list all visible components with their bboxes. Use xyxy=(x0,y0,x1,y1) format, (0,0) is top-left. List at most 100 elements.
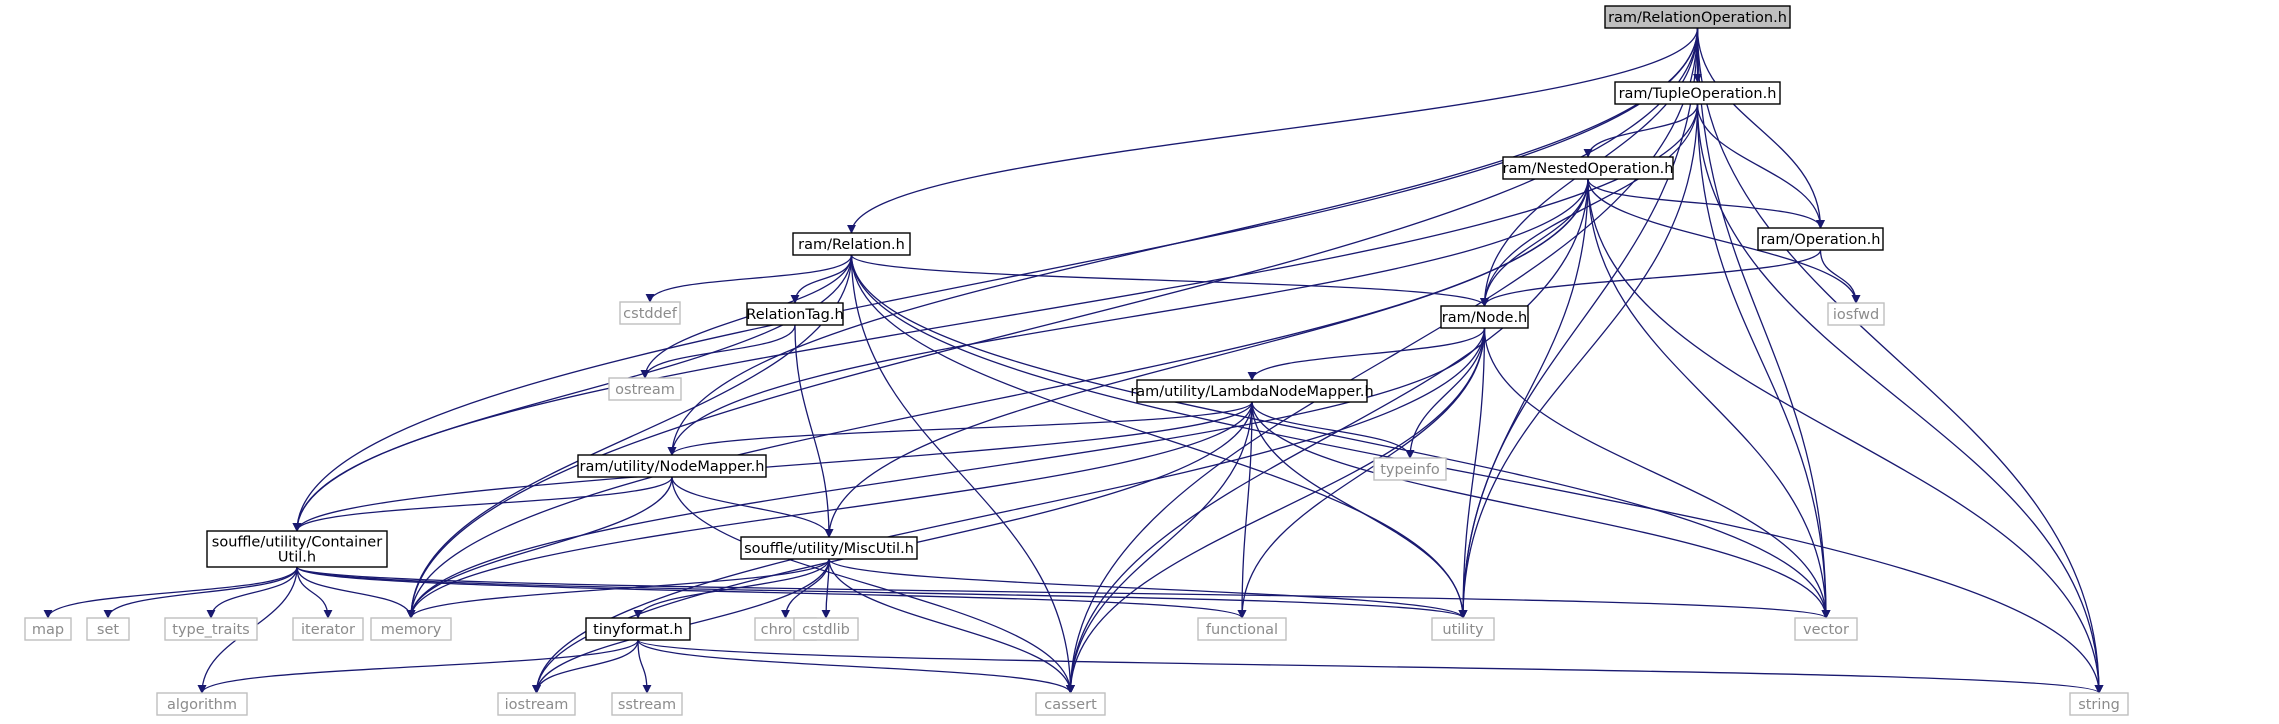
edge-relation-to-container xyxy=(292,254,853,532)
node-box-functional xyxy=(1197,617,1287,641)
edge-nestedop-to-memory xyxy=(406,178,1589,619)
edge-container-to-typetraits xyxy=(206,566,298,619)
edge-container-to-set xyxy=(103,566,298,619)
node-label-cstddef: cstddef xyxy=(623,306,678,322)
node-memory[interactable]: memory xyxy=(370,617,452,641)
edges-layer xyxy=(43,27,2104,694)
node-label-line-container-0: souffle/utility/Container xyxy=(212,535,382,551)
edge-nestedop-to-vector xyxy=(1587,178,1831,619)
edge-miscutil-to-memory xyxy=(406,558,830,619)
node-utility[interactable]: utility xyxy=(1431,617,1495,641)
node-typetraits[interactable]: type_traits xyxy=(164,617,258,641)
node-box-cstdlib xyxy=(793,617,859,641)
node-iostream[interactable]: iostream xyxy=(497,692,576,716)
node-lambda[interactable]: ram/utility/LambdaNodeMapper.h xyxy=(1130,379,1374,403)
edge-container-to-memory xyxy=(296,566,416,619)
node-relop[interactable]: ram/RelationOperation.h xyxy=(1604,5,1791,29)
node-box-node xyxy=(1440,305,1529,329)
node-string[interactable]: string xyxy=(2069,692,2129,716)
edge-container-to-iterator xyxy=(296,566,333,619)
node-miscutil[interactable]: souffle/utility/MiscUtil.h xyxy=(740,536,918,560)
edge-relation-to-utility xyxy=(850,254,1468,619)
node-cstddef[interactable]: cstddef xyxy=(619,301,681,325)
node-box-cstddef xyxy=(619,301,681,325)
node-label-typetraits: type_traits xyxy=(172,622,249,638)
node-box-string xyxy=(2069,692,2129,716)
node-label-string: string xyxy=(2078,697,2120,713)
node-iterator[interactable]: iterator xyxy=(292,617,364,641)
edge-miscutil-to-tinyformat xyxy=(633,558,830,619)
node-node[interactable]: ram/Node.h xyxy=(1440,305,1529,329)
node-reltag[interactable]: RelationTag.h xyxy=(746,302,844,326)
node-label-cassert: cassert xyxy=(1044,697,1097,713)
edge-node-to-functional xyxy=(1237,327,1486,619)
edge-tupleop-to-utility xyxy=(1458,103,1699,619)
node-algorithm[interactable]: algorithm xyxy=(156,692,248,716)
node-relation[interactable]: ram/Relation.h xyxy=(792,232,911,256)
node-box-vector xyxy=(1794,617,1858,641)
node-set[interactable]: set xyxy=(86,617,130,641)
edge-node-to-vector xyxy=(1483,327,1831,619)
node-container[interactable]: souffle/utility/Container Util.h xyxy=(206,530,388,568)
edge-nestedop-to-iosfwd xyxy=(1587,178,1861,304)
node-nestedop[interactable]: ram/NestedOperation.h xyxy=(1502,156,1674,180)
edge-miscutil-to-utility xyxy=(828,558,1468,619)
edge-container-to-map xyxy=(43,566,298,619)
node-box-miscutil xyxy=(740,536,918,560)
node-nodemapper[interactable]: ram/utility/NodeMapper.h xyxy=(577,454,767,478)
edge-nestedop-to-nodemapper xyxy=(667,178,1589,456)
node-typeinfo[interactable]: typeinfo xyxy=(1373,457,1447,481)
edge-relop-to-container xyxy=(292,27,1699,532)
edge-container-to-functional xyxy=(296,566,1247,619)
edge-lambda-to-utility xyxy=(1251,401,1468,619)
node-box-lambda xyxy=(1136,379,1368,403)
node-label-operation: ram/Operation.h xyxy=(1761,232,1881,248)
node-box-iosfwd xyxy=(1827,302,1885,326)
nodes-layer: ram/RelationOperation.h ram/TupleOperatio… xyxy=(24,5,2129,716)
node-vector[interactable]: vector xyxy=(1794,617,1858,641)
node-label-vector: vector xyxy=(1803,622,1849,638)
node-ostream[interactable]: ostream xyxy=(608,377,682,401)
edge-operation-to-node xyxy=(1480,249,1822,307)
node-box-iterator xyxy=(292,617,364,641)
node-label-functional: functional xyxy=(1206,622,1278,638)
edge-tinyformat-to-sstream xyxy=(637,639,652,694)
edge-tupleop-to-vector xyxy=(1696,103,1831,619)
node-map[interactable]: map xyxy=(24,617,72,641)
edge-reltag-to-miscutil xyxy=(794,324,834,538)
node-iosfwd[interactable]: iosfwd xyxy=(1827,302,1885,326)
node-cstdlib[interactable]: cstdlib xyxy=(793,617,859,641)
edge-relop-to-cassert xyxy=(1066,27,1699,694)
edge-relop-to-memory xyxy=(406,27,1699,619)
edge-lambda-to-container xyxy=(292,401,1253,532)
edge-node-to-utility xyxy=(1458,327,1486,619)
node-box-tupleop xyxy=(1614,81,1781,105)
node-sstream[interactable]: sstream xyxy=(611,692,683,716)
node-tupleop[interactable]: ram/TupleOperation.h xyxy=(1614,81,1781,105)
node-label-lambda: ram/utility/LambdaNodeMapper.h xyxy=(1130,384,1373,400)
edge-relation-to-reltag xyxy=(790,254,853,304)
edge-nestedop-to-utility xyxy=(1458,178,1589,619)
edge-relation-to-string xyxy=(850,254,2104,694)
node-box-cassert xyxy=(1035,692,1106,716)
node-operation[interactable]: ram/Operation.h xyxy=(1757,227,1884,251)
edge-relop-to-relation xyxy=(847,27,1699,234)
node-label-typeinfo: typeinfo xyxy=(1380,462,1440,478)
edge-node-to-cassert xyxy=(1066,327,1486,694)
edge-node-to-typeinfo xyxy=(1405,327,1486,459)
edge-lambda-to-memory xyxy=(406,401,1253,619)
node-label-miscutil: souffle/utility/MiscUtil.h xyxy=(744,541,914,557)
edge-relop-to-string xyxy=(1696,27,2104,694)
node-box-memory xyxy=(370,617,452,641)
edge-nodemapper-to-miscutil xyxy=(671,476,834,538)
edge-container-to-utility xyxy=(296,566,1468,619)
node-tinyformat[interactable]: tinyformat.h xyxy=(585,617,691,641)
node-label-utility: utility xyxy=(1442,622,1484,638)
node-cassert[interactable]: cassert xyxy=(1035,692,1106,716)
edge-relop-to-operation xyxy=(1696,27,1825,229)
edge-node-to-lambda xyxy=(1247,327,1486,381)
edge-lambda-to-functional xyxy=(1237,401,1253,619)
node-functional[interactable]: functional xyxy=(1197,617,1287,641)
node-box-typeinfo xyxy=(1373,457,1447,481)
node-box-ostream xyxy=(608,377,682,401)
